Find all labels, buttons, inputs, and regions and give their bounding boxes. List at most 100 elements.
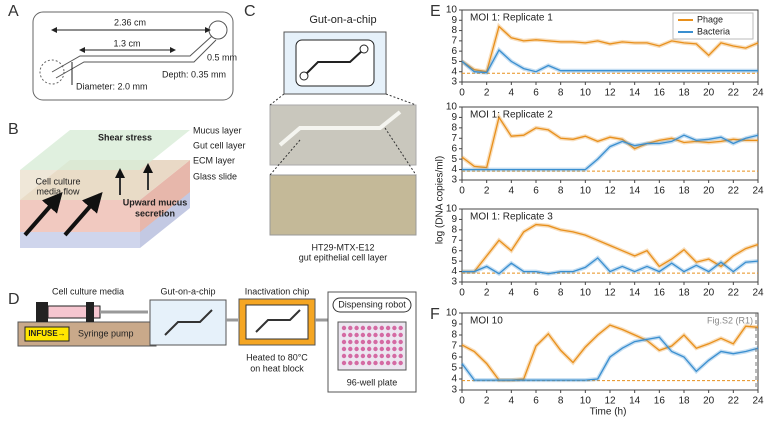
series-line bbox=[462, 257, 759, 275]
well bbox=[348, 332, 353, 338]
legend-label: Phage bbox=[697, 14, 723, 24]
well bbox=[367, 360, 372, 366]
well bbox=[367, 346, 372, 352]
well bbox=[354, 360, 359, 366]
x-tick-label: 2 bbox=[484, 288, 490, 299]
x-tick-label: 16 bbox=[654, 396, 666, 407]
x-tick-label: 18 bbox=[678, 396, 690, 407]
well bbox=[385, 353, 391, 359]
well bbox=[392, 332, 397, 338]
well bbox=[341, 325, 347, 331]
y-tick-label: 9 bbox=[451, 214, 457, 225]
y-axis-label: log (DNA copies/ml) bbox=[435, 156, 446, 244]
legend-label: Bacteria bbox=[697, 26, 730, 36]
y-tick-label: 3 bbox=[451, 277, 457, 288]
y-tick-label: 9 bbox=[451, 319, 457, 330]
y-tick-label: 9 bbox=[451, 15, 457, 26]
dimension: 2.36 cm bbox=[114, 17, 146, 27]
well bbox=[373, 353, 378, 359]
chart-title: MOI 1: Replicate 3 bbox=[470, 212, 553, 223]
x-tick-label: 10 bbox=[580, 288, 592, 299]
well bbox=[385, 332, 391, 338]
well bbox=[373, 332, 378, 338]
x-tick-label: 0 bbox=[459, 88, 465, 99]
decoration bbox=[164, 309, 213, 336]
x-tick-label: 4 bbox=[509, 186, 515, 197]
x-tick-label: 16 bbox=[654, 88, 666, 99]
y-tick-label: 6 bbox=[451, 143, 457, 154]
x-tick-label: 24 bbox=[752, 88, 764, 99]
button: INFUSE→ bbox=[28, 329, 65, 338]
decoration bbox=[299, 71, 309, 81]
well bbox=[373, 346, 378, 352]
chart-title: MOI 10 bbox=[470, 316, 503, 327]
decoration bbox=[63, 191, 103, 237]
x-tick-label: 18 bbox=[678, 186, 690, 197]
well bbox=[367, 332, 372, 338]
x-tick-label: 16 bbox=[654, 288, 666, 299]
x-tick-label: 8 bbox=[558, 88, 564, 99]
series-band bbox=[460, 46, 758, 75]
well bbox=[360, 360, 366, 366]
caption: HT29-MTX-E12 bbox=[311, 242, 374, 252]
layer-label: Mucus layer bbox=[193, 125, 242, 135]
decoration bbox=[140, 190, 190, 248]
x-tick-label: 18 bbox=[678, 288, 690, 299]
well bbox=[341, 339, 347, 345]
panel-letter: C bbox=[244, 3, 256, 20]
well bbox=[360, 339, 366, 345]
label: media flow bbox=[36, 186, 80, 196]
y-tick-label: 6 bbox=[451, 352, 457, 363]
x-tick-label: 10 bbox=[580, 396, 592, 407]
well bbox=[367, 353, 372, 359]
y-tick-label: 10 bbox=[446, 102, 458, 113]
x-tick-label: 22 bbox=[728, 88, 740, 99]
label: Inactivation chip bbox=[245, 286, 310, 296]
decoration bbox=[384, 127, 417, 176]
y-tick-label: 3 bbox=[451, 385, 457, 396]
label: Upward mucus bbox=[123, 197, 188, 207]
well bbox=[348, 360, 353, 366]
decoration bbox=[359, 44, 369, 54]
series-line bbox=[461, 49, 758, 74]
well bbox=[379, 360, 384, 366]
x-axis-label: Time (h) bbox=[590, 407, 627, 418]
x-tick-label: 22 bbox=[728, 288, 740, 299]
well bbox=[398, 325, 403, 331]
x-tick-label: 20 bbox=[703, 396, 715, 407]
decoration bbox=[255, 309, 301, 333]
layer-label: ECM layer bbox=[193, 155, 235, 165]
y-tick-label: 8 bbox=[451, 25, 457, 36]
x-tick-label: 12 bbox=[604, 288, 616, 299]
well bbox=[354, 353, 359, 359]
decoration bbox=[341, 325, 403, 366]
y-tick-label: 7 bbox=[451, 341, 457, 352]
well bbox=[379, 353, 384, 359]
decoration bbox=[269, 174, 417, 236]
well bbox=[398, 360, 403, 366]
well bbox=[398, 353, 403, 359]
x-tick-label: 12 bbox=[604, 186, 616, 197]
x-tick-label: 14 bbox=[629, 396, 641, 407]
caption: gut epithelial cell layer bbox=[299, 252, 388, 262]
well bbox=[360, 325, 366, 331]
well bbox=[392, 360, 397, 366]
label: Gut-on-a-chip bbox=[160, 286, 215, 296]
y-tick-label: 4 bbox=[451, 374, 457, 385]
y-tick-label: 3 bbox=[451, 175, 457, 186]
x-tick-label: 4 bbox=[509, 88, 515, 99]
legend-box bbox=[672, 12, 754, 40]
label: Syringe pump bbox=[78, 328, 134, 338]
well bbox=[348, 353, 353, 359]
x-tick-label: 8 bbox=[558, 186, 564, 197]
x-tick-label: 0 bbox=[459, 186, 465, 197]
well bbox=[385, 360, 391, 366]
decoration bbox=[20, 230, 140, 248]
well bbox=[354, 346, 359, 352]
y-tick-label: 8 bbox=[451, 224, 457, 235]
panel-letter: D bbox=[8, 291, 20, 308]
x-tick-label: 22 bbox=[728, 396, 740, 407]
y-tick-label: 4 bbox=[451, 266, 457, 277]
x-tick-label: 24 bbox=[752, 186, 764, 197]
